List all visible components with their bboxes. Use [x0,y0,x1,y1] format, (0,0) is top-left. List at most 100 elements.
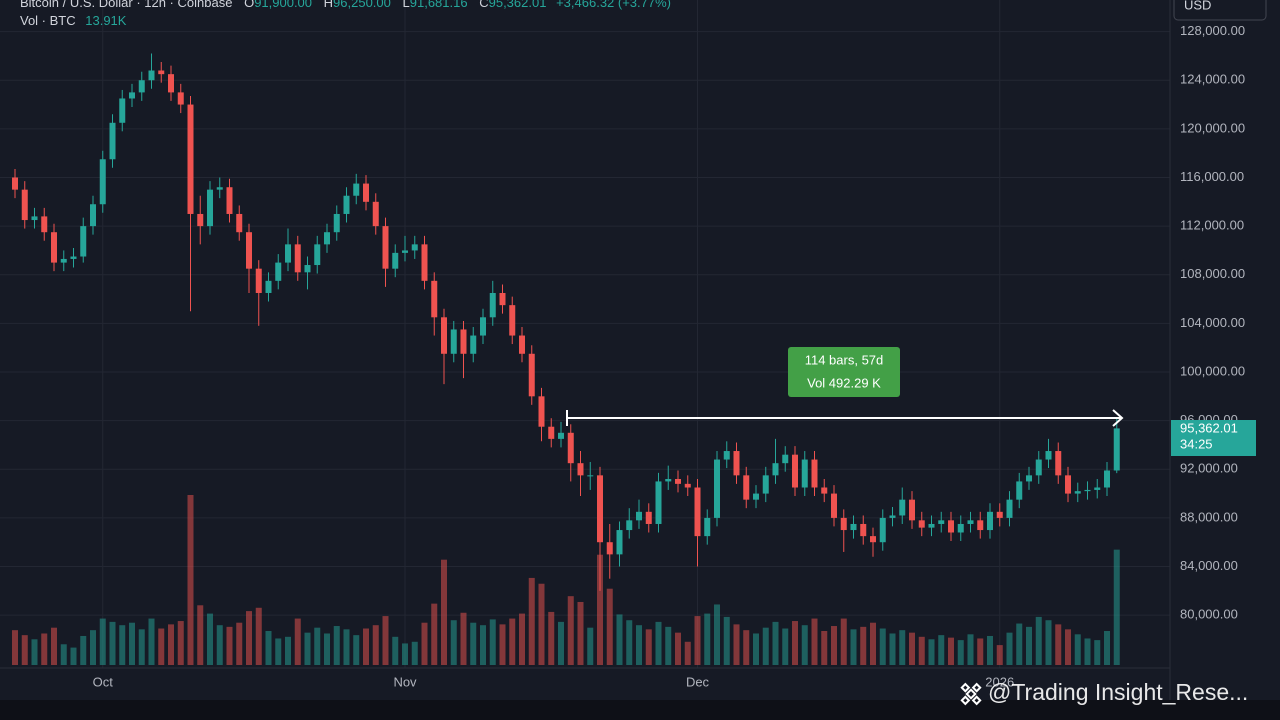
volume-bar [489,619,496,665]
candle-body [343,195,350,214]
volume-bar [1065,629,1071,665]
volume-bar [538,583,545,665]
volume-bar [41,633,48,665]
measure-bars: 114 bars, 57d [805,352,884,367]
candle-body [762,475,769,494]
candle-body [197,213,204,227]
candle-body [909,499,915,521]
volume-bar [21,635,28,665]
volume-bar [626,620,633,665]
candle-body [811,459,818,488]
candle-body [1074,491,1081,494]
volume-bar [353,635,360,665]
candle-body [372,201,379,227]
volume-bar [138,629,145,665]
candle-body [538,396,545,427]
volume-bar [850,629,857,665]
volume-bar [216,625,223,665]
candle-body [402,250,408,253]
volume-bar [372,625,379,665]
volume-bar [1113,549,1120,665]
volume-bar [99,618,106,665]
volume-bar [177,621,184,665]
candle-body [606,542,613,555]
volume-bar [51,627,57,665]
candle-body [363,183,369,202]
candle-body [265,280,272,293]
ohlc-key: O [244,0,254,10]
volume-bar [60,644,67,665]
candle-body [918,520,925,528]
candle-body [704,517,711,537]
watermark: @Trading Insight_Rese... [960,679,1248,706]
candle-body [21,189,28,221]
volume-bar [948,637,954,665]
volume-bar [870,622,876,665]
candle-body [41,216,48,233]
volume-bar [148,618,155,665]
volume-bar [821,631,828,665]
measure-tool[interactable]: 114 bars, 57d Vol 492.29 K [566,347,1124,427]
candle-body [285,244,291,263]
candle-body [168,74,174,93]
candle-body [548,426,555,439]
volume-bar [860,626,867,665]
candle-body [957,523,964,533]
candle-body [743,475,750,500]
volume-bar [918,636,925,665]
y-tick-label: 124,000.00 [1180,72,1245,87]
candle-body [509,305,516,336]
volume-bar [392,636,399,665]
currency-button[interactable]: USD [1173,0,1267,21]
y-tick-label: 80,000.00 [1180,607,1238,622]
volume-bar [987,635,993,665]
volume-bar [197,605,204,665]
candle-body [294,244,301,273]
volume-bar [343,629,350,665]
ohlc-value: 91,900.00 [254,0,312,10]
candle-body [889,515,896,518]
volume-bar [772,621,779,665]
candle-body [714,459,720,518]
volume-bar [762,627,769,665]
candle-body [187,104,194,214]
candle-body [753,493,759,500]
candle-body [1113,428,1120,471]
candle-body [109,122,116,160]
volume-bar [158,628,165,665]
volume-bar [411,641,418,665]
candle-body [665,478,672,482]
candle-body [996,511,1003,518]
candle-body [587,475,594,477]
volume-bar [450,620,457,665]
volume-bar [694,616,701,665]
volume-bar [899,630,906,665]
x-tick-label: Oct [93,674,114,689]
candle-body [1026,475,1032,482]
candle-body [216,187,223,190]
candle-body [246,232,252,269]
volume-bar [840,618,847,665]
candle-body [821,487,828,494]
volume-bar [1074,634,1081,665]
candle-body [626,520,633,531]
volume-bar [363,628,369,665]
volume-bar [567,596,574,665]
candle-body [694,487,701,537]
candle-body [236,213,243,233]
volume-bar [996,645,1003,665]
candle-body [353,183,360,196]
candle-body [636,511,642,521]
volume-bar [811,618,818,665]
ohlc-value: 96,250.00 [333,0,391,10]
y-tick-label: 100,000.00 [1180,363,1245,378]
candle-body [207,189,213,227]
candle-body [1006,499,1013,518]
volume-bar [314,627,321,665]
candle-body [967,520,974,524]
volume-bar [548,611,555,665]
candle-body [12,177,18,190]
volume-bar [714,604,720,665]
ohlc-key: L [403,0,410,10]
